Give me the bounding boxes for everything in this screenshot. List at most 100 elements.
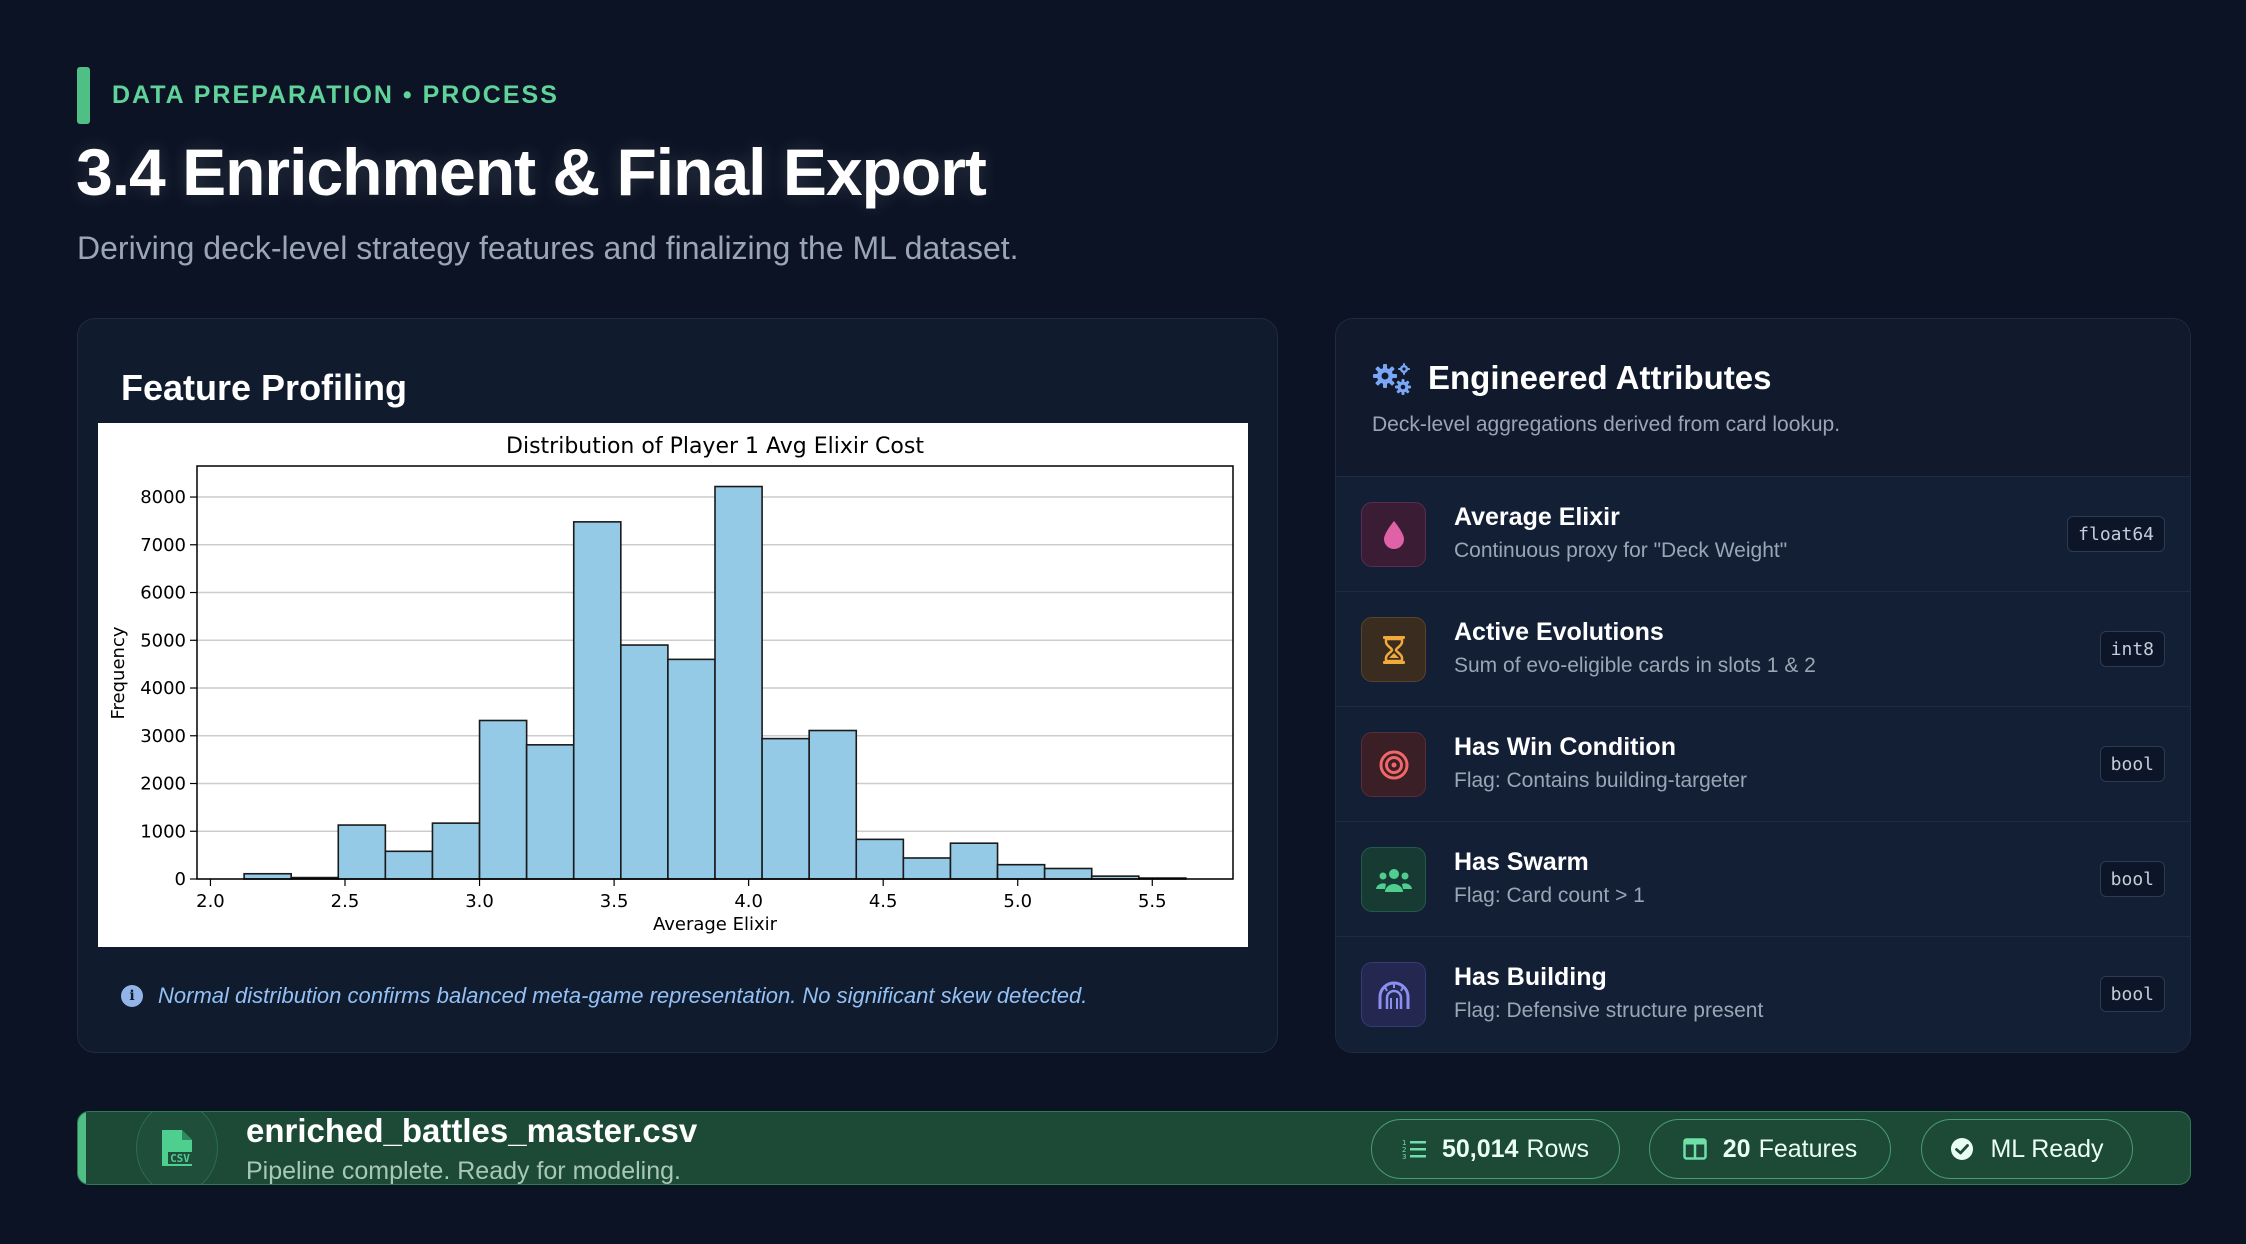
check-circle-icon — [1950, 1137, 1974, 1161]
attribute-row-has-building: Has Building Flag: Defensive structure p… — [1336, 937, 2190, 1052]
attribute-type-badge: bool — [2099, 746, 2165, 782]
y-tick-label: 2000 — [140, 774, 186, 795]
histogram-chart: Distribution of Player 1 Avg Elixir Cost… — [98, 423, 1248, 947]
histogram-bar — [855, 838, 905, 880]
chart-xlabel: Average Elixir — [653, 914, 778, 935]
histogram-bar — [761, 737, 810, 880]
engineered-attributes-panel: Engineered Attributes Deck-level aggrega… — [1335, 318, 2191, 1053]
histogram-bar — [714, 485, 763, 880]
export-status-text: Pipeline complete. Ready for modeling. — [246, 1157, 681, 1185]
histogram-bar — [808, 729, 858, 880]
y-tick-label: 5000 — [140, 630, 186, 651]
attribute-name: Active Evolutions — [1454, 618, 1664, 646]
x-tick-label: 5.0 — [1003, 891, 1032, 912]
users-icon — [1361, 847, 1426, 912]
eyebrow-accent-bar — [77, 67, 90, 124]
y-tick-label: 8000 — [140, 487, 186, 508]
rows-count-value: 50,014 — [1442, 1134, 1519, 1163]
attribute-desc: Continuous proxy for "Deck Weight" — [1454, 539, 1788, 562]
histogram-bar — [384, 850, 434, 880]
profiling-note-text: Normal distribution confirms balanced me… — [158, 983, 1088, 1008]
hourglass-icon — [1361, 617, 1426, 682]
histogram-bar — [1043, 867, 1093, 880]
y-tick-label: 3000 — [140, 726, 186, 747]
histogram-bar — [572, 521, 622, 880]
attribute-desc: Flag: Defensive structure present — [1454, 999, 1764, 1022]
histogram-svg: Distribution of Player 1 Avg Elixir Cost… — [108, 434, 1234, 935]
eyebrow-label: DATA PREPARATION • PROCESS — [112, 81, 559, 109]
rows-count-label: Rows — [1526, 1134, 1589, 1163]
page-title: 3.4 Enrichment & Final Export — [76, 135, 987, 209]
histogram-bar — [243, 872, 292, 880]
file-csv-icon: CSV — [136, 1112, 218, 1184]
y-tick-label: 0 — [175, 869, 186, 890]
rows-count-pill: 1 2 3 50,014 Rows — [1371, 1119, 1620, 1179]
dungeon-icon — [1361, 962, 1426, 1027]
attribute-name: Has Building — [1454, 963, 1607, 991]
x-tick-label: 5.5 — [1138, 891, 1167, 912]
histogram-bar — [996, 863, 1046, 880]
y-tick-label: 4000 — [140, 678, 186, 699]
ml-ready-label: ML Ready — [1990, 1134, 2104, 1163]
export-filename: enriched_battles_master.csv — [246, 1112, 698, 1149]
histogram-bar — [667, 658, 716, 880]
svg-text:3: 3 — [1402, 1153, 1406, 1160]
export-status-bar: CSV enriched_battles_master.csv Pipeline… — [77, 1111, 2191, 1185]
info-icon: i — [121, 985, 143, 1007]
attributes-subtitle: Deck-level aggregations derived from car… — [1372, 413, 1841, 436]
histogram-bar — [337, 824, 387, 880]
features-count-label: Features — [1758, 1134, 1858, 1163]
x-tick-label: 4.0 — [734, 891, 763, 912]
attribute-row-active-evolutions: Active Evolutions Sum of evo-eligible ca… — [1336, 592, 2190, 707]
x-tick-label: 3.0 — [465, 891, 494, 912]
attribute-desc: Flag: Card count > 1 — [1454, 884, 1645, 907]
attribute-row-average-elixir: Average Elixir Continuous proxy for "Dec… — [1336, 477, 2190, 592]
page-subtitle: Deriving deck-level strategy features an… — [77, 230, 1019, 266]
file-csv-icon-text: CSV — [170, 1152, 190, 1165]
features-count-value: 20 — [1722, 1134, 1751, 1163]
ml-ready-pill: ML Ready — [1921, 1119, 2133, 1179]
y-tick-label: 1000 — [140, 821, 186, 842]
section-eyebrow: DATA PREPARATION • PROCESS — [77, 67, 559, 124]
attribute-type-badge: bool — [2099, 861, 2165, 897]
histogram-bar — [902, 857, 952, 880]
profiling-note: i Normal distribution confirms balanced … — [121, 983, 1087, 1009]
svg-text:1: 1 — [1402, 1139, 1406, 1147]
chart-plot-frame — [196, 465, 1234, 880]
gears-icon — [1373, 363, 1411, 395]
droplet-icon — [1361, 502, 1426, 567]
histogram-bar — [620, 644, 669, 880]
x-tick-label: 3.5 — [600, 891, 629, 912]
attribute-type-badge: float64 — [2067, 516, 2165, 552]
table-columns-icon — [1683, 1138, 1707, 1160]
x-tick-label: 2.5 — [331, 891, 360, 912]
attributes-title: Engineered Attributes — [1428, 359, 1772, 396]
x-tick-label: 2.0 — [196, 891, 225, 912]
y-tick-label: 7000 — [140, 535, 186, 556]
histogram-bar — [525, 744, 575, 880]
list-ol-icon: 1 2 3 — [1402, 1138, 1426, 1160]
feature-profiling-title: Feature Profiling — [121, 367, 408, 408]
attribute-row-has-swarm: Has Swarm Flag: Card count > 1 bool — [1336, 822, 2190, 937]
attribute-desc: Sum of evo-eligible cards in slots 1 & 2 — [1454, 654, 1816, 677]
attributes-header: Engineered Attributes Deck-level aggrega… — [1336, 319, 2190, 477]
attribute-name: Average Elixir — [1454, 503, 1620, 531]
histogram-bar — [431, 822, 481, 880]
chart-title: Distribution of Player 1 Avg Elixir Cost — [506, 434, 924, 459]
histogram-bar — [478, 719, 528, 880]
export-accent-bar — [78, 1112, 86, 1184]
attribute-name: Has Win Condition — [1454, 733, 1676, 761]
histogram-bar — [949, 842, 999, 880]
x-tick-label: 4.5 — [869, 891, 898, 912]
y-tick-label: 6000 — [140, 583, 186, 604]
attribute-row-has-win-condition: Has Win Condition Flag: Contains buildin… — [1336, 707, 2190, 822]
feature-profiling-panel: Feature Profiling Distribution of Player… — [77, 318, 1278, 1053]
attribute-type-badge: int8 — [2099, 631, 2165, 667]
attribute-type-badge: bool — [2099, 976, 2165, 1012]
attribute-desc: Flag: Contains building-targeter — [1454, 769, 1747, 792]
svg-text:2: 2 — [1402, 1146, 1406, 1154]
target-icon — [1361, 732, 1426, 797]
features-count-pill: 20 Features — [1649, 1119, 1891, 1179]
attribute-name: Has Swarm — [1454, 848, 1589, 876]
chart-ylabel: Frequency — [108, 626, 129, 719]
